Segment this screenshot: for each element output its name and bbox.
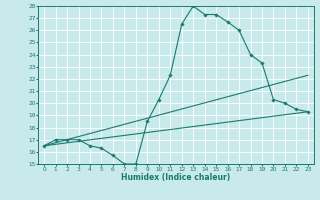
X-axis label: Humidex (Indice chaleur): Humidex (Indice chaleur) [121,173,231,182]
